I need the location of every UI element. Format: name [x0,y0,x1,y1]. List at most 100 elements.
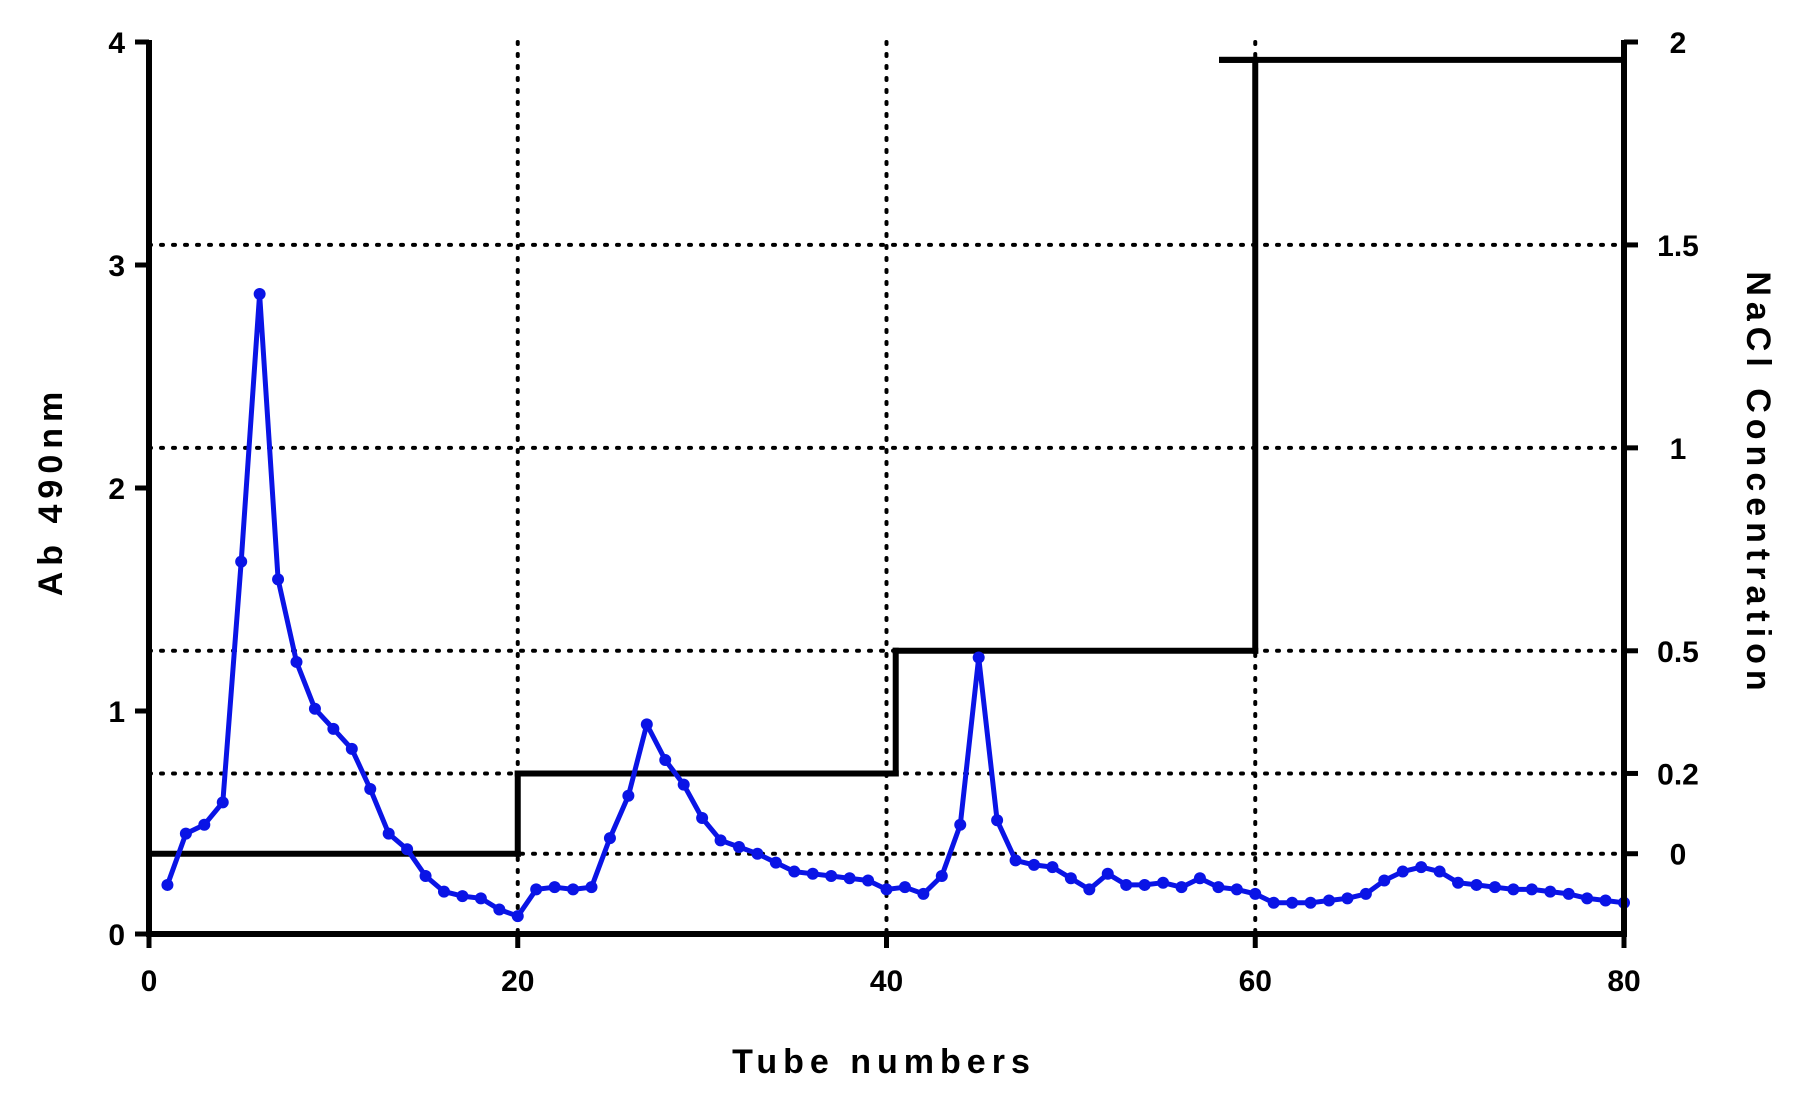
y2-tick-label: 0.5 [1657,636,1699,669]
absorbance-point [548,881,561,894]
absorbance-point [972,651,985,664]
absorbance-point [235,555,248,568]
absorbance-point [253,287,266,300]
absorbance-line [165,291,1625,919]
x-axis-title: Tube numbers [732,1043,1036,1081]
absorbance-point [1267,896,1280,909]
y-tick-label: 0 [108,919,125,952]
absorbance-point [751,847,764,860]
axes [135,39,1638,948]
absorbance-point [898,881,911,894]
absorbance-point [1378,874,1391,887]
absorbance-point [438,885,450,898]
absorbance-point [456,890,469,903]
absorbance-point [991,814,1004,827]
absorbance-point [1599,894,1612,907]
absorbance-point [1064,872,1077,885]
y2-tick-label: 1 [1670,433,1687,466]
x-tick-label: 40 [870,965,903,998]
absorbance-point [659,754,672,767]
grid-lines [147,40,1626,936]
absorbance-point [364,783,377,796]
x-tick-label: 80 [1607,965,1640,998]
absorbance-point [179,827,192,840]
absorbance-point [1212,881,1225,894]
absorbance-point [1470,878,1483,891]
y-tick-label: 3 [108,250,125,283]
absorbance-point [1525,883,1538,896]
absorbance-point [714,834,727,847]
absorbance-point [493,903,506,916]
absorbance-point [1230,883,1243,896]
absorbance-series [161,287,1630,923]
absorbance-point [1175,881,1188,894]
absorbance-point [198,818,211,831]
absorbance-point [567,883,580,896]
absorbance-point [677,778,690,791]
absorbance-point [308,702,321,715]
y-axis-title: Ab 490nm [32,386,70,597]
absorbance-point [401,843,414,856]
absorbance-point [1046,861,1059,874]
absorbance-point [733,841,745,854]
absorbance-point [1138,878,1151,891]
absorbance-point [1544,885,1557,898]
absorbance-point [216,796,229,809]
absorbance-point [769,856,782,869]
absorbance-point [1249,887,1262,900]
absorbance-point [1304,896,1317,909]
absorbance-point [788,865,801,878]
absorbance-point [1286,896,1299,909]
y2-tick-label: 0.2 [1657,758,1699,791]
absorbance-point [862,874,875,887]
absorbance-point [935,870,948,883]
absorbance-point [1396,865,1409,878]
absorbance-point [806,867,819,880]
absorbance-point [1157,876,1170,889]
y2-tick-label: 1.5 [1657,230,1699,263]
absorbance-point [1341,892,1354,905]
absorbance-point [1562,887,1575,900]
absorbance-point [585,881,598,894]
x-tick-label: 0 [141,965,158,998]
absorbance-point [1083,883,1096,896]
absorbance-point [696,812,709,825]
absorbance-point [345,742,358,755]
y-tick-label: 4 [108,27,125,60]
absorbance-point [511,910,524,923]
absorbance-point [1101,867,1114,880]
absorbance-point [843,872,856,885]
x-tick-label: 60 [1239,965,1272,998]
absorbance-point [1433,865,1446,878]
absorbance-point [382,827,395,840]
absorbance-point [603,832,616,845]
y-tick-label: 1 [108,696,125,729]
absorbance-point [1193,872,1206,885]
absorbance-point [272,573,285,586]
absorbance-point [1323,894,1335,907]
y2-tick-label: 0 [1670,839,1687,872]
x-tick-label: 20 [501,965,534,998]
absorbance-point [1452,876,1465,889]
absorbance-point [530,883,543,896]
absorbance-point [917,887,930,900]
y2-tick-label: 2 [1670,27,1687,60]
absorbance-point [880,883,893,896]
absorbance-point [1120,878,1133,891]
absorbance-point [161,878,174,891]
absorbance-point [1028,858,1040,871]
absorbance-point [327,722,340,735]
absorbance-point [825,870,838,883]
absorbance-point [1488,881,1501,894]
absorbance-point [622,789,635,802]
absorbance-point [640,718,653,731]
absorbance-point [474,892,487,905]
y-tick-label: 2 [108,473,125,506]
y2-axis-title: NaCl Concentration [1739,271,1777,696]
nacl-step-series [146,56,1627,857]
absorbance-point [419,870,432,883]
absorbance-point [1507,883,1520,896]
